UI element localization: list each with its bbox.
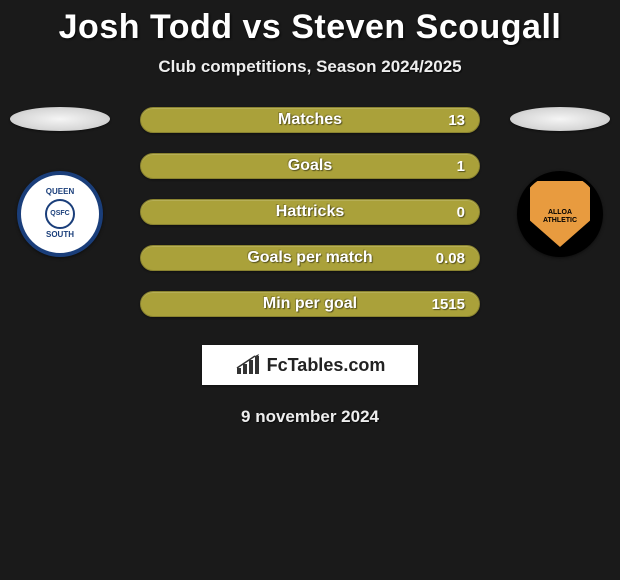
- right-badge-shield: ALLOAATHLETIC: [530, 181, 590, 247]
- date-label: 9 november 2024: [0, 407, 620, 427]
- chart-icon: [235, 354, 261, 376]
- right-club-badge: ALLOAATHLETIC: [517, 171, 603, 257]
- page-title: Josh Todd vs Steven Scougall: [0, 8, 620, 47]
- stat-label: Hattricks: [276, 203, 344, 221]
- stat-right-value: 0.08: [436, 250, 465, 267]
- right-player-column: ALLOAATHLETIC: [505, 107, 615, 257]
- left-club-badge: QUEEN QSFC SOUTH: [17, 171, 103, 257]
- left-player-placeholder: [10, 107, 110, 131]
- stat-label: Min per goal: [263, 295, 357, 313]
- stat-row: Goals per match 0.08: [140, 245, 480, 271]
- page-subtitle: Club competitions, Season 2024/2025: [0, 57, 620, 77]
- stat-right-value: 1: [457, 158, 465, 175]
- stat-label: Matches: [278, 111, 342, 129]
- fctables-logo[interactable]: FcTables.com: [202, 345, 418, 385]
- stat-row: Goals 1: [140, 153, 480, 179]
- stat-row: Matches 13: [140, 107, 480, 133]
- stat-row: Min per goal 1515: [140, 291, 480, 317]
- logo-text: FcTables.com: [267, 355, 386, 376]
- stat-row: Hattricks 0: [140, 199, 480, 225]
- stat-right-value: 1515: [432, 296, 465, 313]
- stat-label: Goals per match: [247, 249, 372, 267]
- left-badge-top-text: QUEEN: [46, 188, 74, 197]
- right-player-placeholder: [510, 107, 610, 131]
- main-area: QUEEN QSFC SOUTH ALLOAATHLETIC Matches 13…: [0, 107, 620, 317]
- stat-right-value: 0: [457, 204, 465, 221]
- left-player-column: QUEEN QSFC SOUTH: [5, 107, 115, 257]
- stat-right-value: 13: [448, 112, 465, 129]
- stats-list: Matches 13 Goals 1 Hattricks 0 Goals per match…: [140, 107, 480, 317]
- root: Josh Todd vs Steven Scougall Club compet…: [0, 0, 620, 427]
- left-badge-inner-ring: QSFC: [45, 199, 75, 229]
- stat-label: Goals: [288, 157, 332, 175]
- left-badge-bottom-text: SOUTH: [46, 231, 74, 240]
